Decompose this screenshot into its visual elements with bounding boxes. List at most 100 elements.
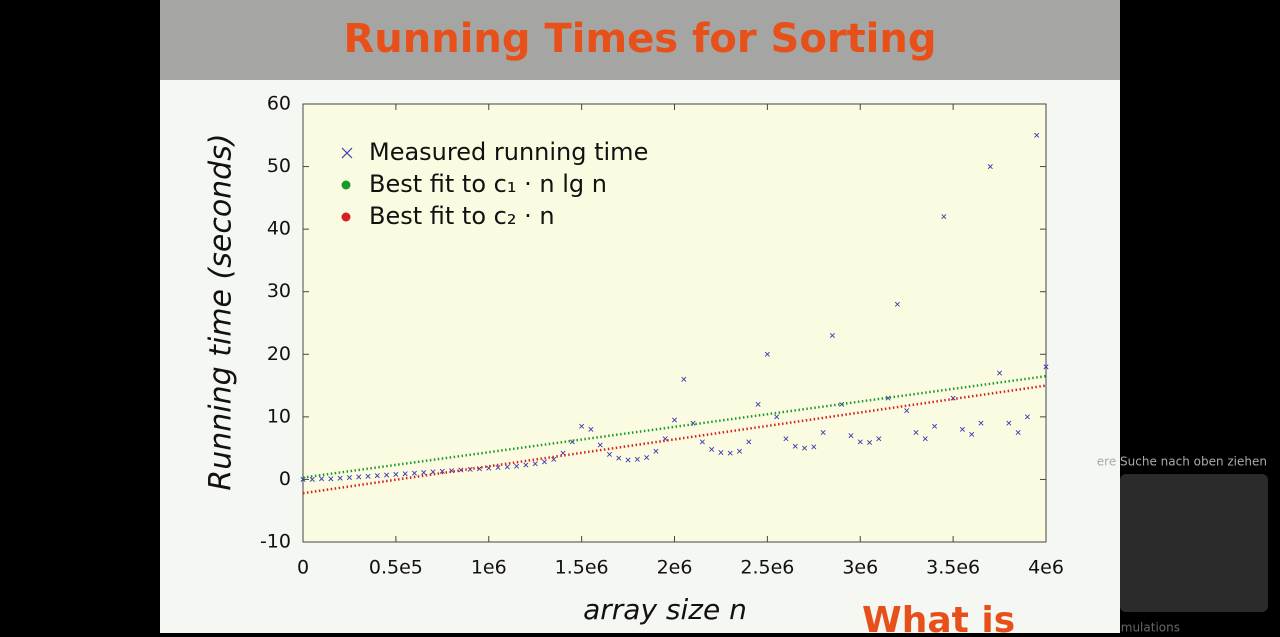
y-tick-label: 30 (267, 280, 291, 302)
data-point (876, 436, 882, 442)
data-point (736, 448, 743, 454)
data-point (644, 455, 650, 461)
data-point (356, 474, 362, 480)
x-tick-label: 4e6 (1028, 557, 1064, 579)
slide-header (160, 0, 1120, 80)
data-point (709, 446, 715, 452)
data-point (597, 442, 603, 448)
data-point (811, 444, 817, 450)
y-tick-label: 10 (267, 405, 291, 427)
y-tick-label: 20 (267, 343, 291, 365)
data-point (384, 472, 390, 478)
data-point (606, 451, 613, 457)
y-tick-label: 40 (267, 218, 291, 240)
data-point (551, 456, 557, 462)
x-tick-label: 0 (297, 557, 309, 579)
data-point (802, 445, 808, 451)
y-tick-label: -10 (260, 531, 291, 553)
data-point (913, 429, 919, 436)
data-point (867, 439, 873, 446)
data-point (625, 457, 631, 463)
data-point (755, 401, 761, 407)
data-point (829, 332, 835, 339)
data-point (514, 463, 520, 469)
data-point (504, 464, 510, 470)
data-point (922, 436, 928, 442)
data-point (746, 439, 752, 445)
legend-label: Best fit to c₂ · n (369, 202, 555, 230)
data-point (792, 443, 798, 449)
data-point (1006, 420, 1012, 426)
data-point (319, 476, 325, 482)
data-point (969, 431, 975, 437)
data-point (1043, 364, 1049, 370)
data-point (848, 433, 854, 439)
data-point (523, 462, 529, 468)
legend-marker (341, 147, 353, 159)
data-point (541, 459, 547, 465)
plot-area (302, 103, 1047, 543)
data-point (328, 476, 334, 482)
data-point (941, 214, 947, 220)
data-point (616, 455, 622, 461)
y-tick-label: 0 (279, 468, 291, 490)
data-point (532, 461, 538, 467)
data-point (783, 436, 789, 442)
data-point (699, 439, 705, 445)
data-point (681, 376, 687, 382)
y-axis-label: Running time (seconds) (204, 133, 239, 490)
legend-label: Measured running time (369, 138, 648, 166)
data-point (309, 476, 315, 482)
legend-marker (341, 180, 351, 190)
data-point (718, 450, 724, 456)
x-tick-label: 0.5e5 (369, 557, 423, 579)
x-tick-label: 1.5e6 (555, 557, 609, 579)
data-point (857, 439, 863, 445)
data-point (588, 426, 594, 432)
footer-text: What is (862, 600, 1015, 633)
data-point (411, 470, 417, 476)
data-point (987, 164, 993, 170)
x-tick-label: 3.5e6 (926, 557, 980, 579)
data-point (393, 471, 399, 477)
data-point (653, 448, 659, 454)
data-point (374, 473, 380, 479)
x-tick-label: 2e6 (657, 557, 693, 579)
data-point (579, 423, 585, 429)
fit-line (302, 374, 1047, 479)
data-point (978, 420, 984, 426)
data-point (1015, 429, 1021, 436)
x-tick-label: 3e6 (842, 557, 878, 579)
fit-line (302, 384, 1047, 495)
data-point (671, 417, 678, 423)
data-point (959, 426, 965, 432)
legend-marker (341, 212, 351, 222)
x-axis-label: array size n (583, 593, 747, 626)
data-point (764, 351, 770, 357)
data-point (774, 414, 780, 420)
data-point (458, 467, 464, 473)
data-point (904, 408, 910, 414)
y-tick-label: 60 (267, 93, 291, 115)
chart: -10 0 10 20 30 40 50 60 0 0.5e5 1e6 1.5e6 2e6 2.5e6 3e… (260, 93, 1064, 579)
x-tick-label: 1e6 (471, 557, 507, 579)
overlay-hint: ere Suche nach oben ziehen (1097, 455, 1267, 469)
overlay-caption: mulations (1121, 621, 1180, 634)
data-point (495, 465, 501, 471)
data-point (421, 470, 427, 476)
data-point (727, 450, 733, 456)
overlay-panel[interactable] (1120, 474, 1268, 612)
data-point (1024, 414, 1030, 420)
data-point (932, 423, 938, 429)
data-point (402, 471, 408, 477)
data-point (634, 456, 640, 462)
data-point (365, 473, 371, 479)
legend-label: Best fit to c₁ · n lg n (369, 170, 607, 198)
data-point (894, 301, 900, 307)
data-point (997, 370, 1003, 376)
y-tick-label: 50 (267, 155, 291, 177)
data-point (337, 475, 343, 481)
slide-title: Running Times for Sorting (343, 16, 936, 62)
